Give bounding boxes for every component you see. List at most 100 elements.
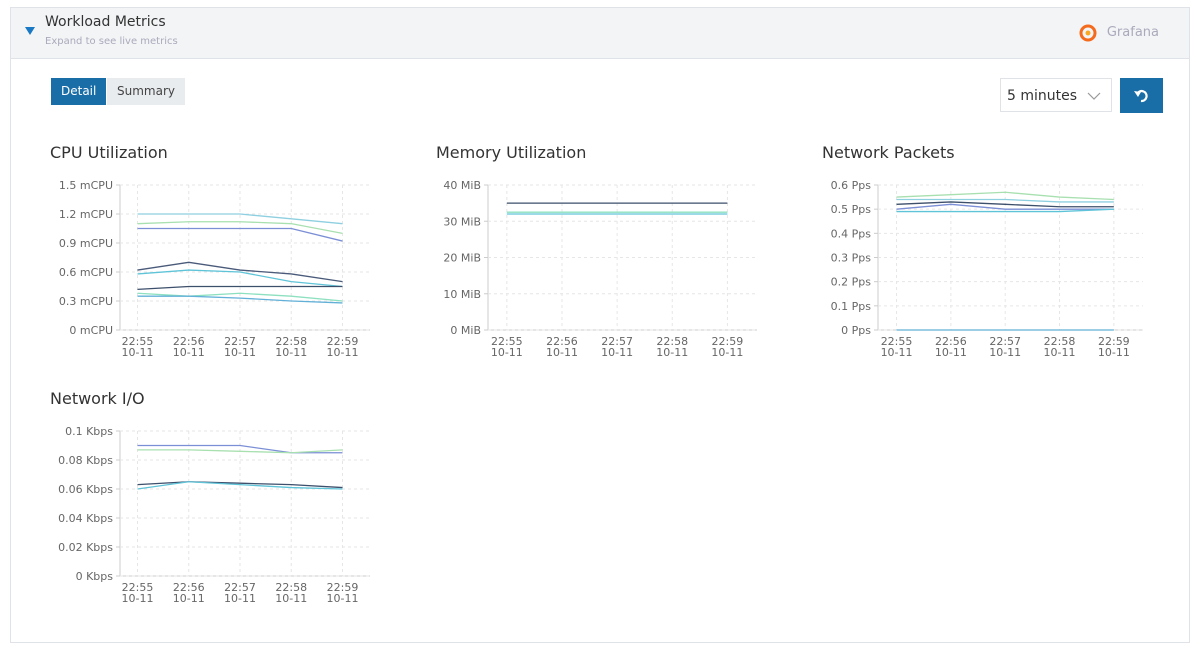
range-select[interactable]: 5 minutes	[1000, 78, 1112, 112]
panel-header[interactable]: Workload Metrics Expand to see live metr…	[11, 8, 1189, 59]
series-line	[137, 261, 343, 283]
x-tick-date: 10-11	[1098, 346, 1130, 359]
chart: Network Packets 0 Pps 0.1 Pps 0.2 Pps 0.3 Pp…	[822, 143, 1143, 359]
x-tick-date: 10-11	[656, 346, 688, 359]
y-tick-label: 0.2 Pps	[831, 276, 872, 289]
metrics-panel: Workload Metrics Expand to see live metr…	[10, 7, 1190, 643]
y-tick-label: 0.08 Kbps	[58, 454, 113, 467]
y-tick-label: 40 MiB	[443, 179, 481, 192]
y-tick-label: 0.9 mCPU	[59, 237, 113, 250]
x-tick-label: 22:56	[935, 335, 967, 348]
range-value: 5 minutes	[1007, 88, 1078, 104]
series-line	[137, 285, 343, 291]
chart: Network I/O 0 Kbps 0.02 Kbps 0.04 Kbps 0.06 …	[50, 389, 370, 605]
chart: CPU Utilization 0 mCPU 0.3 mCPU 0.6 mCPU 0.9…	[50, 143, 370, 359]
series-line	[137, 292, 343, 302]
refresh-icon	[1134, 89, 1148, 103]
x-tick-label: 22:59	[712, 335, 744, 348]
series-line	[137, 481, 343, 490]
x-tick-date: 10-11	[224, 592, 256, 605]
x-tick-label: 22:58	[275, 335, 307, 348]
x-tick-date: 10-11	[546, 346, 578, 359]
x-tick-date: 10-11	[711, 346, 743, 359]
series-line	[896, 198, 1114, 203]
x-tick-date: 10-11	[881, 346, 913, 359]
series-line	[137, 449, 343, 454]
x-tick-label: 22:58	[1044, 335, 1076, 348]
x-tick-label: 22:56	[173, 581, 205, 594]
x-tick-date: 10-11	[224, 346, 256, 359]
expand-caret[interactable]	[25, 27, 35, 35]
y-tick-label: 0.1 Pps	[831, 300, 872, 313]
y-tick-label: 0.3 Pps	[831, 252, 872, 265]
tab-summary[interactable]: Summary	[107, 78, 185, 105]
series-line	[137, 221, 343, 234]
select-chevron	[1087, 92, 1101, 100]
x-tick-label: 22:57	[224, 581, 256, 594]
series-line	[137, 295, 343, 304]
x-tick-label: 22:56	[546, 335, 578, 348]
x-tick-date: 10-11	[327, 346, 359, 359]
series-line	[896, 208, 1114, 213]
x-tick-date: 10-11	[122, 592, 154, 605]
x-tick-label: 22:55	[491, 335, 523, 348]
y-tick-label: 1.5 mCPU	[59, 179, 113, 192]
x-tick-label: 22:59	[327, 335, 359, 348]
series-line	[896, 201, 1114, 208]
panel-subtitle: Expand to see live metrics	[45, 36, 178, 47]
x-tick-date: 10-11	[275, 346, 307, 359]
series-line	[896, 203, 1114, 210]
y-tick-label: 30 MiB	[443, 215, 481, 228]
y-tick-label: 0.3 mCPU	[59, 295, 113, 308]
x-tick-label: 22:55	[122, 581, 154, 594]
chart-title: Network I/O	[50, 389, 145, 408]
y-tick-label: 20 MiB	[443, 252, 481, 265]
y-tick-label: 0.02 Kbps	[58, 541, 113, 554]
series-line	[137, 227, 343, 242]
y-tick-label: 0.06 Kbps	[58, 483, 113, 496]
y-tick-label: 0 MiB	[450, 324, 481, 337]
y-tick-label: 0.1 Kbps	[65, 425, 113, 438]
x-tick-date: 10-11	[173, 592, 205, 605]
grafana-link[interactable]: Grafana	[1106, 25, 1159, 40]
y-tick-label: 0.04 Kbps	[58, 512, 113, 525]
x-tick-label: 22:59	[1098, 335, 1130, 348]
x-tick-label: 22:57	[224, 335, 256, 348]
refresh-button[interactable]	[1120, 78, 1163, 113]
y-tick-label: 0.6 Pps	[831, 179, 872, 192]
x-tick-date: 10-11	[935, 346, 967, 359]
chart-title: Memory Utilization	[436, 143, 586, 162]
x-tick-label: 22:59	[327, 581, 359, 594]
y-tick-label: 0 mCPU	[69, 324, 113, 337]
x-tick-label: 22:57	[989, 335, 1021, 348]
x-tick-date: 10-11	[275, 592, 307, 605]
y-tick-label: 0.4 Pps	[831, 227, 872, 240]
chart-title: Network Packets	[822, 143, 955, 162]
series-line	[137, 481, 343, 489]
series-line	[137, 269, 343, 288]
x-tick-date: 10-11	[1044, 346, 1076, 359]
series-line	[137, 213, 343, 225]
x-tick-label: 22:58	[275, 581, 307, 594]
series-line	[137, 444, 343, 454]
x-tick-label: 22:55	[122, 335, 154, 348]
y-tick-label: 0.5 Pps	[831, 203, 872, 216]
y-tick-label: 0 Kbps	[76, 570, 114, 583]
x-tick-label: 22:58	[656, 335, 688, 348]
series-line	[896, 191, 1114, 201]
grafana-logo	[1079, 24, 1097, 42]
x-tick-date: 10-11	[601, 346, 633, 359]
tab-detail[interactable]: Detail	[51, 78, 107, 105]
x-tick-date: 10-11	[173, 346, 205, 359]
chart-title: CPU Utilization	[50, 143, 168, 162]
x-tick-label: 22:55	[881, 335, 913, 348]
y-tick-label: 0.6 mCPU	[59, 266, 113, 279]
x-tick-date: 10-11	[491, 346, 523, 359]
y-tick-label: 1.2 mCPU	[59, 208, 113, 221]
x-tick-label: 22:57	[601, 335, 633, 348]
x-tick-date: 10-11	[327, 592, 359, 605]
chart: Memory Utilization 0 MiB 10 MiB 20 MiB 30 Mi…	[436, 143, 757, 359]
x-tick-label: 22:56	[173, 335, 205, 348]
x-tick-date: 10-11	[989, 346, 1021, 359]
